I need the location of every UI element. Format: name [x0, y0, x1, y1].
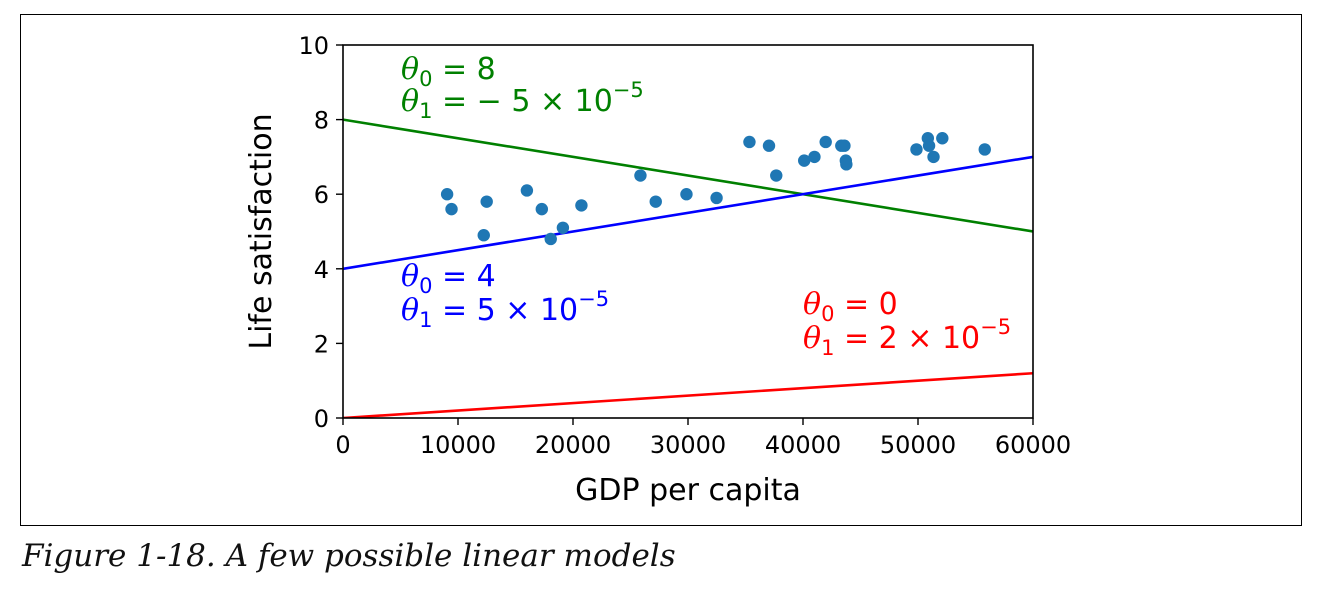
figure-frame: 0 10000 20000 30000 40000 50000 60000 0 2 4 6 8 10 …	[20, 14, 1302, 526]
model-line-red	[343, 371, 1033, 418]
data-point	[978, 143, 991, 156]
data-point	[743, 135, 756, 149]
model-annotations: θ0 = 8θ1 = − 5 × 10−5 θ0 = 4θ1 = 5 × 10−5…	[401, 52, 1011, 360]
data-point	[680, 188, 693, 201]
data-point	[649, 195, 662, 208]
y-tick-label: 10	[298, 32, 329, 60]
data-point	[477, 229, 490, 242]
y-axis-label: Life satisfaction	[244, 113, 279, 349]
data-point	[910, 143, 923, 156]
data-point	[798, 154, 811, 167]
y-tick-label: 4	[314, 256, 329, 284]
theta1-label: θ1 = 5 × 10−5	[401, 287, 609, 332]
chart: 0 10000 20000 30000 40000 50000 60000 0246810 …	[244, 32, 1071, 508]
data-point	[770, 169, 783, 182]
y-tick-label: 8	[314, 107, 329, 135]
data-point	[838, 139, 851, 152]
data-point	[480, 195, 493, 208]
theta1-label: θ1 = − 5 × 10−5	[401, 78, 644, 123]
data-point	[762, 139, 776, 152]
model-line-green	[343, 118, 1033, 233]
data-point	[535, 202, 549, 216]
annotation-blue: θ0 = 4θ1 = 5 × 10−5	[401, 259, 609, 332]
data-point	[544, 232, 557, 246]
annotation-green: θ0 = 8θ1 = − 5 × 10−5	[401, 52, 644, 123]
x-tick-label: 20000	[535, 431, 611, 459]
data-point	[840, 158, 853, 171]
data-point	[819, 135, 832, 149]
theta0-label: θ0 = 8	[401, 52, 496, 91]
x-tick-label: 40000	[765, 431, 841, 459]
model-lines	[343, 118, 1033, 418]
data-point	[922, 139, 936, 152]
data-points	[440, 132, 991, 246]
data-point	[520, 184, 534, 197]
x-tick-label: 0	[335, 431, 350, 459]
data-point	[808, 150, 821, 164]
x-axis: 0 10000 20000 30000 40000 50000 60000	[335, 418, 1071, 459]
data-point	[634, 169, 647, 182]
data-point	[710, 191, 723, 205]
x-tick-label: 60000	[995, 431, 1071, 459]
x-tick-label: 50000	[880, 431, 956, 459]
data-point	[575, 199, 588, 212]
y-tick-label: 0	[314, 405, 329, 433]
figure-caption: Figure 1-18. A few possible linear model…	[22, 538, 676, 574]
model-line-blue	[343, 155, 1033, 271]
x-tick-label: 10000	[420, 431, 496, 459]
annotation-red: θ0 = 0θ1 = 2 × 10−5	[803, 287, 1011, 360]
y-axis: 0 2 4 6 8 10	[298, 32, 343, 433]
data-point	[927, 150, 940, 164]
data-point	[936, 132, 949, 145]
y-tick-label: 2	[314, 330, 329, 358]
x-axis-label: GDP per capita	[575, 473, 801, 508]
y-tick-label: 6	[314, 181, 329, 209]
theta0-label: θ0 = 4	[401, 259, 496, 298]
theta1-label: θ1 = 2 × 10−5	[803, 315, 1011, 360]
data-point	[556, 221, 570, 234]
x-tick-label: 30000	[650, 431, 726, 459]
data-point	[440, 188, 454, 201]
data-point	[445, 202, 458, 216]
theta0-label: θ0 = 0	[803, 287, 898, 326]
